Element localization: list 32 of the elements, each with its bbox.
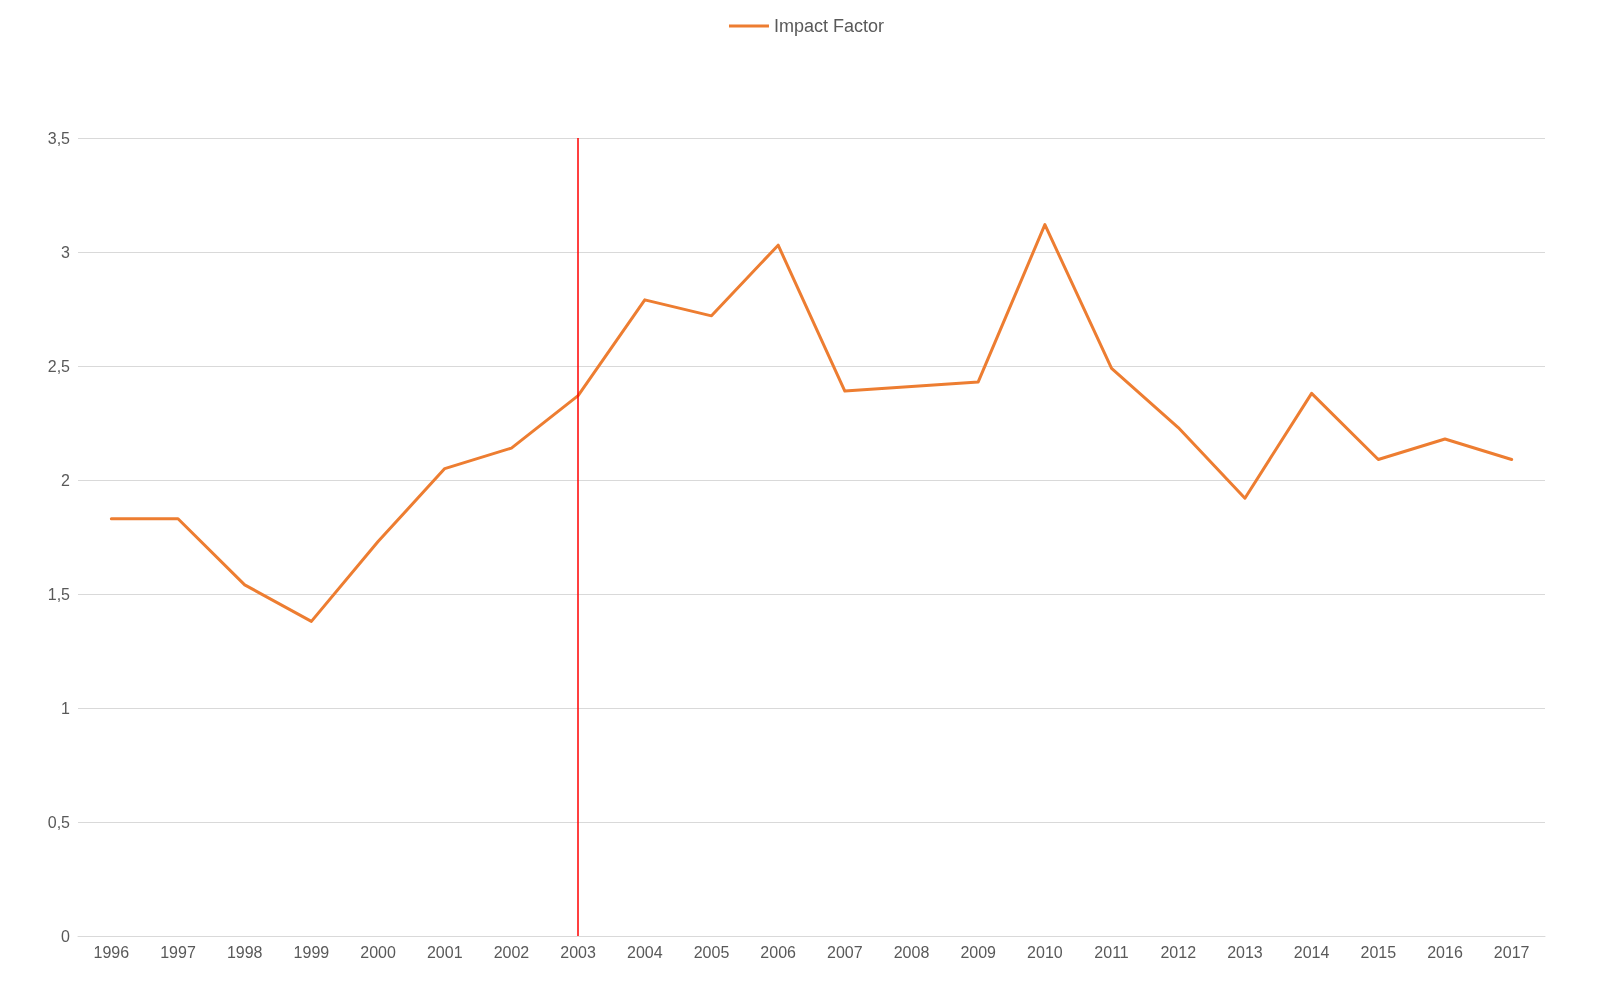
x-tick-label: 2014 (1293, 943, 1330, 961)
x-tick-label: 1996 (93, 943, 130, 961)
x-tick-label: 2003 (560, 943, 597, 961)
y-tick-label: 2 (61, 471, 71, 489)
x-tick-label: 2012 (1160, 943, 1197, 961)
y-tick-label: 3 (61, 243, 71, 261)
x-tick-label: 2004 (627, 943, 663, 961)
x-tick-label: 2005 (693, 943, 730, 961)
legend-label: Impact Factor (773, 16, 885, 36)
x-tick-label: 1999 (293, 943, 330, 961)
y-tick-label: 0 (61, 927, 71, 945)
x-tick-label: 2013 (1227, 943, 1263, 961)
x-tick-label: 2015 (1360, 943, 1397, 961)
y-tick-label: 0,5 (47, 813, 71, 831)
x-tick-label: 2007 (827, 943, 863, 961)
x-tick-label: 2006 (760, 943, 797, 961)
y-tick-label: 1,5 (47, 585, 71, 603)
x-tick-label: 1998 (226, 943, 263, 961)
x-tick-label: 2002 (493, 943, 530, 961)
y-tick-label: 1 (61, 699, 71, 717)
x-tick-label: 2000 (360, 943, 396, 961)
x-tick-label: 2001 (426, 943, 463, 961)
x-tick-label: 2009 (960, 943, 997, 961)
x-tick-label: 2011 (1094, 943, 1129, 961)
x-tick-label: 2017 (1493, 943, 1530, 961)
x-tick-label: 2010 (1027, 943, 1063, 961)
x-tick-label: 2016 (1427, 943, 1463, 961)
x-tick-label: 1997 (160, 943, 196, 961)
x-tick-label: 2008 (893, 943, 930, 961)
y-tick-label: 2,5 (47, 357, 71, 375)
y-tick-label: 3,5 (47, 129, 71, 147)
line-series (109, 223, 1514, 623)
